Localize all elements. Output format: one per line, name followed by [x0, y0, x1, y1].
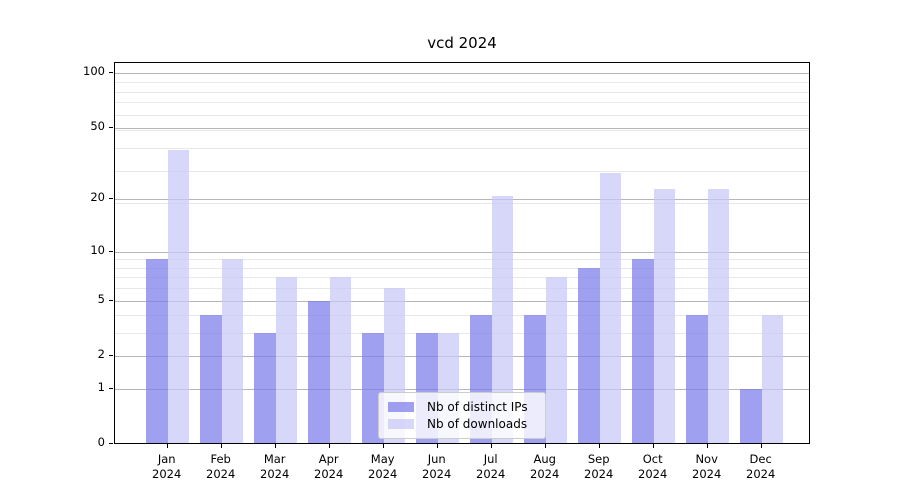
x-tick-Aug — [544, 444, 546, 448]
y-tick-20 — [109, 198, 113, 200]
x-tick-Apr — [328, 444, 330, 448]
y-tick-50 — [109, 126, 113, 128]
x-tick-Feb — [220, 444, 222, 448]
gridline-minor-9 — [115, 259, 809, 261]
y-tick-1 — [109, 388, 113, 390]
gridline-minor-79 — [115, 91, 809, 93]
gridline-major-5 — [115, 300, 809, 302]
x-tick-Sep — [598, 444, 600, 448]
gridline-minor-3 — [115, 333, 809, 335]
y-tick-5 — [109, 299, 113, 301]
gridline-minor-19 — [115, 203, 809, 205]
distinct-ips-swatch — [388, 401, 414, 412]
bar-downloads-Apr — [329, 277, 352, 443]
x-tick-Jul — [490, 444, 492, 448]
bar-downloads-Jan — [167, 149, 190, 443]
y-tick-label-5: 5 — [97, 291, 105, 306]
x-tick-Nov — [706, 444, 708, 448]
bar-downloads-Aug — [545, 277, 568, 443]
x-tick-label-Nov: Nov 2024 — [692, 452, 722, 481]
y-tick-label-0: 0 — [97, 435, 105, 449]
bar-ips-Nov — [686, 315, 708, 443]
y-tick-label-20: 20 — [90, 190, 105, 205]
x-tick-label-Dec: Dec 2024 — [746, 452, 776, 481]
x-tick-label-Feb: Feb 2024 — [206, 452, 236, 481]
x-tick-Oct — [652, 444, 654, 448]
bar-downloads-Nov — [707, 188, 730, 443]
y-tick-label-50: 50 — [90, 118, 105, 133]
plot-area — [114, 62, 810, 444]
bar-ips-Apr — [308, 300, 330, 443]
y-tick-2 — [109, 355, 113, 357]
y-tick-label-2: 2 — [97, 347, 105, 362]
x-tick-Jun — [436, 444, 438, 448]
downloads-label: Nb of downloads — [427, 417, 528, 432]
x-tick-Dec — [760, 444, 762, 448]
x-tick-label-Apr: Apr 2024 — [314, 452, 344, 481]
y-tick-0 — [109, 443, 113, 444]
chart-title: vcd 2024 — [427, 34, 497, 52]
y-tick-label-10: 10 — [90, 242, 105, 257]
bar-downloads-Dec — [761, 315, 784, 443]
gridline-minor-4 — [115, 315, 809, 317]
bar-ips-Feb — [200, 315, 222, 443]
x-tick-label-Jul: Jul 2024 — [476, 452, 506, 481]
x-tick-label-Jun: Jun 2024 — [422, 452, 452, 481]
bar-downloads-Mar — [275, 277, 298, 443]
bar-ips-Oct — [632, 259, 654, 443]
x-tick-label-Jan: Jan 2024 — [152, 452, 182, 481]
gridline-major-50 — [115, 127, 809, 129]
x-tick-Mar — [274, 444, 276, 448]
x-tick-label-Aug: Aug 2024 — [530, 452, 560, 481]
x-tick-label-Sep: Sep 2024 — [584, 452, 614, 481]
x-tick-label-Mar: Mar 2024 — [260, 452, 290, 481]
gridline-major-20 — [115, 199, 809, 201]
downloads-swatch — [388, 419, 414, 430]
gridline-major-10 — [115, 251, 809, 253]
x-tick-label-Oct: Oct 2024 — [638, 452, 668, 481]
legend: Nb of distinct IPs Nb of downloads — [378, 392, 546, 439]
bar-ips-Dec — [740, 389, 762, 443]
gridline-minor-49 — [115, 129, 809, 131]
gridline-minor-8 — [115, 267, 809, 269]
y-tick-100 — [109, 71, 113, 73]
x-tick-May — [382, 444, 384, 448]
gridline-minor-69 — [115, 102, 809, 104]
y-tick-10 — [109, 250, 113, 252]
y-tick-label-100: 100 — [83, 63, 105, 78]
gridline-minor-89 — [115, 82, 809, 84]
bar-downloads-Sep — [599, 173, 622, 443]
legend-item-distinct-ips: Nb of distinct IPs — [388, 398, 536, 416]
gridline-minor-6 — [115, 288, 809, 290]
gridline-major-1 — [115, 389, 809, 391]
bar-ips-Jan — [146, 259, 168, 443]
bar-ips-Mar — [254, 333, 276, 443]
distinct-ips-label: Nb of distinct IPs — [427, 399, 528, 414]
bar-downloads-Jul — [491, 195, 514, 443]
bar-downloads-Oct — [653, 188, 676, 443]
gridline-minor-39 — [115, 147, 809, 149]
gridline-minor-29 — [115, 170, 809, 172]
x-tick-label-May: May 2024 — [368, 452, 398, 481]
gridline-minor-7 — [115, 277, 809, 279]
legend-item-downloads: Nb of downloads — [388, 416, 536, 434]
gridline-major-100 — [115, 72, 809, 74]
bar-ips-Sep — [578, 267, 600, 443]
y-tick-label-1: 1 — [97, 380, 105, 395]
gridline-major-2 — [115, 356, 809, 358]
gridline-minor-59 — [115, 114, 809, 116]
bar-downloads-Feb — [221, 259, 244, 443]
x-tick-Jan — [166, 444, 168, 448]
